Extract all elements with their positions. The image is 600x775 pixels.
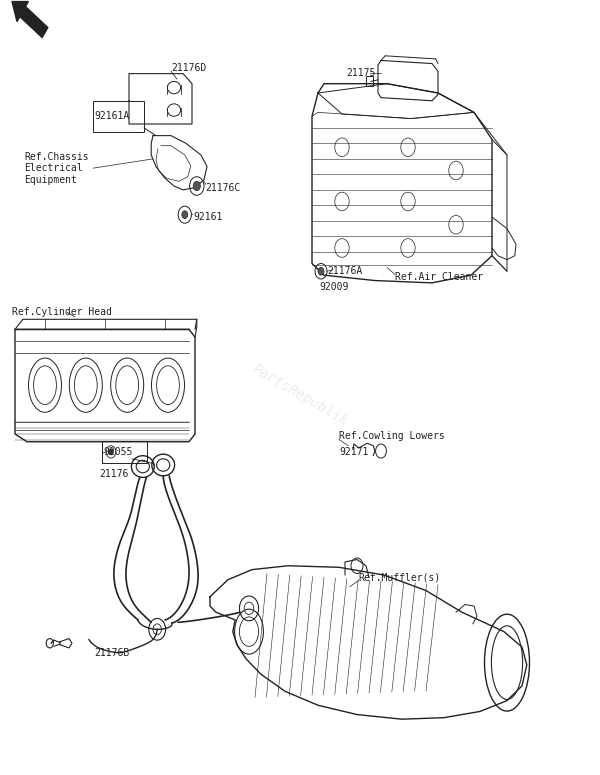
Text: 21176: 21176 (99, 470, 128, 479)
Text: Ref.Muffler(s): Ref.Muffler(s) (359, 573, 441, 582)
Text: 92171: 92171 (339, 447, 368, 456)
Text: 21176D: 21176D (171, 64, 206, 73)
Text: Ref.Cowling Lowers: Ref.Cowling Lowers (339, 432, 445, 441)
Text: 21176C: 21176C (206, 183, 241, 192)
Bar (366, 76, 373, 86)
Text: 92009: 92009 (320, 282, 349, 291)
Bar (93, 101, 144, 132)
Circle shape (109, 449, 113, 455)
Text: Electrical: Electrical (24, 164, 83, 173)
Circle shape (318, 267, 324, 275)
Text: Ref.Cylinder Head: Ref.Cylinder Head (12, 308, 112, 317)
Text: 21176A: 21176A (327, 267, 362, 276)
Circle shape (193, 181, 200, 191)
Text: 92161A: 92161A (95, 112, 130, 121)
Text: 92055: 92055 (104, 447, 133, 456)
Text: Ref.Chassis: Ref.Chassis (24, 152, 89, 161)
FancyArrow shape (12, 2, 48, 37)
Text: Ref.Air Cleaner: Ref.Air Cleaner (395, 273, 483, 282)
Text: 92161: 92161 (193, 212, 223, 222)
Text: 21175: 21175 (347, 68, 376, 78)
Text: PartsRepublik: PartsRepublik (250, 362, 350, 429)
Bar (102, 441, 147, 463)
Text: 21176B: 21176B (95, 648, 130, 657)
Text: Equipment: Equipment (24, 175, 77, 184)
Circle shape (182, 211, 188, 219)
